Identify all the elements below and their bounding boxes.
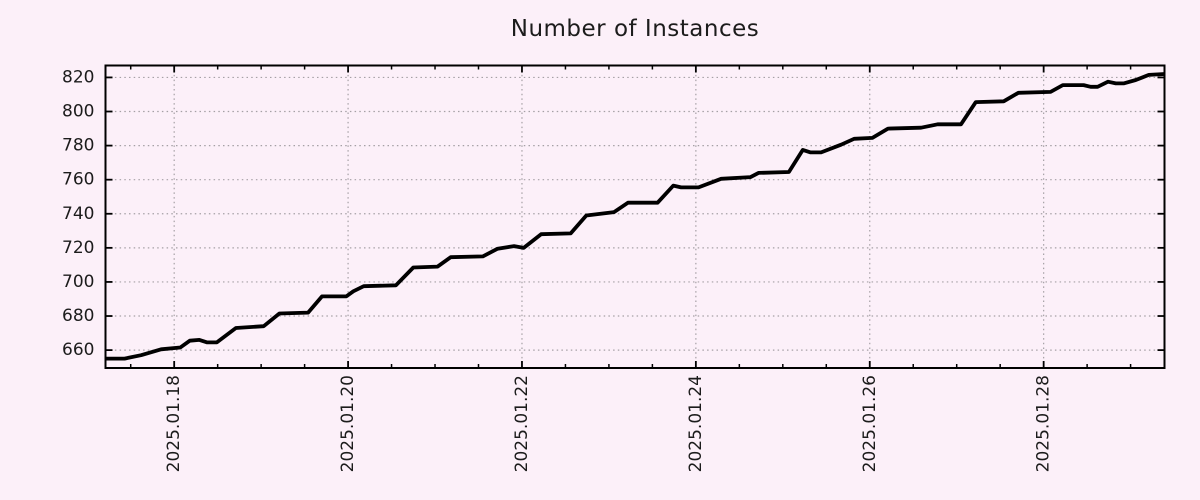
y-tick-label: 780: [62, 136, 94, 156]
y-tick-label: 740: [62, 204, 94, 224]
plot-area: [105, 65, 1165, 368]
y-tick-label: 660: [62, 340, 94, 360]
x-tick-label: 2025.01.18: [164, 375, 184, 472]
y-tick-label: 820: [62, 67, 94, 87]
y-tick-label: 800: [62, 102, 94, 122]
plot-border: [104, 64, 1166, 369]
y-tick-label: 760: [62, 170, 94, 190]
chart-title: Number of Instances: [510, 16, 760, 42]
x-tick-label: 2025.01.22: [512, 375, 532, 472]
x-tick-label: 2025.01.24: [686, 375, 706, 472]
x-tick-label: 2025.01.26: [860, 375, 880, 472]
x-tick-label: 2025.01.20: [338, 375, 358, 472]
y-tick-label: 680: [62, 306, 94, 326]
series-line: [105, 72, 1165, 361]
x-tick-label: 2025.01.28: [1034, 375, 1054, 472]
y-tick-label: 700: [62, 272, 94, 292]
y-tick-label: 720: [62, 238, 94, 258]
